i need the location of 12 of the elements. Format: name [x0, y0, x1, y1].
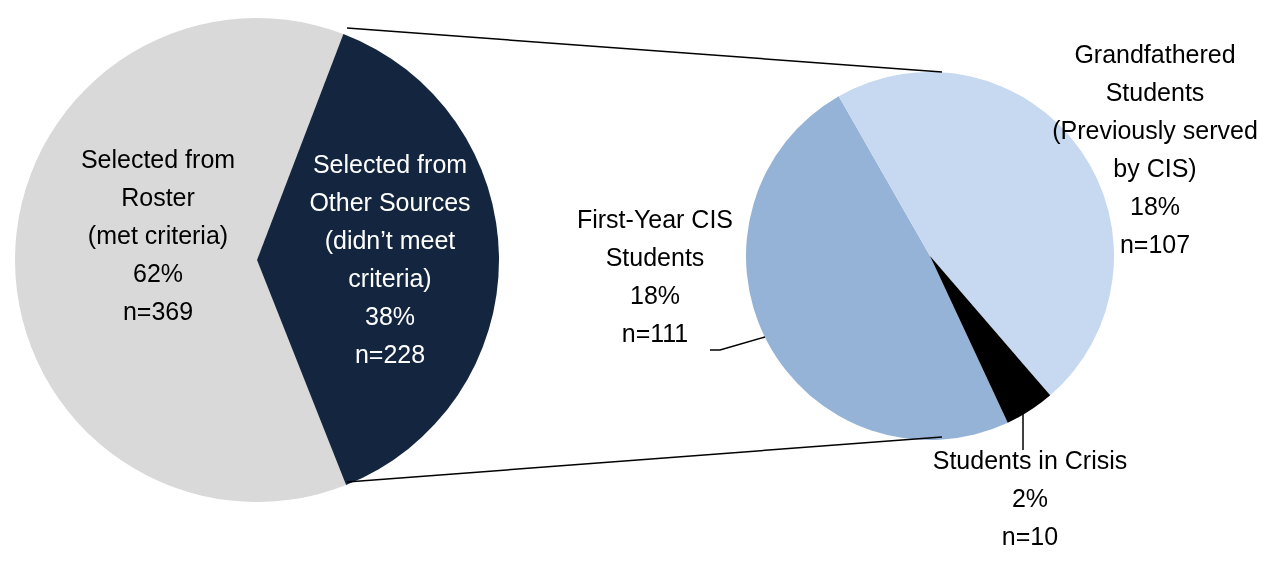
data-label: 62% n=369: [122, 259, 194, 325]
slice-label: Students in Crisis: [932, 446, 1128, 474]
data-label: 18% n=111: [621, 281, 689, 347]
data-label: 2% n=10: [1001, 484, 1059, 550]
data-label: 38% n=228: [354, 302, 426, 368]
pie-slice: [257, 33, 499, 486]
slice-label: First-Year CIS Students: [576, 205, 734, 271]
data-label: 18% n=107: [1119, 192, 1191, 258]
slice-label: Grandfathered Students (Previously served by CIS): [1052, 40, 1258, 182]
slice-label: Selected from Other Sources (didn’t meet criteria): [309, 150, 471, 292]
pie-slice: [746, 96, 1008, 440]
slice-label: Selected from Roster (met criteria): [80, 145, 236, 249]
